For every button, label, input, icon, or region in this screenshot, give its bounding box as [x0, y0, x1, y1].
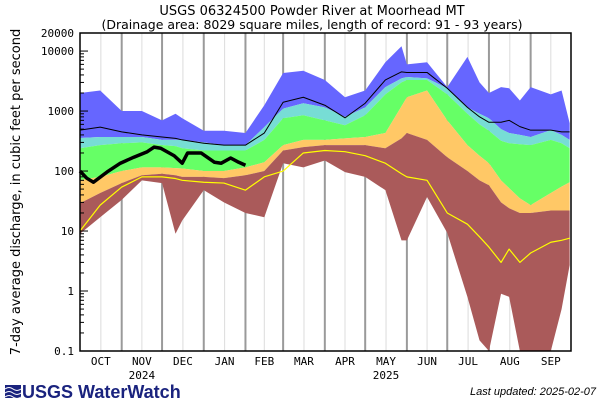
x-tick-label: AUG [500, 355, 520, 368]
y-tick-label: 100 [54, 165, 74, 178]
y-tick-label: 1000 [48, 105, 75, 118]
plot-frame [79, 32, 572, 352]
y-axis: 0.1 1 10 100 1000 10000 20000 [41, 27, 88, 358]
x-tick-label: SEP [541, 355, 561, 368]
chart-title: USGS 06324500 Powder River at Moorhead M… [159, 4, 464, 19]
x-tick-label: JUN [417, 355, 437, 368]
y-axis-label: 7-day average discharge, in cubic feet p… [9, 29, 24, 355]
series-lines [78, 71, 570, 263]
usgs-waterwatch-logo[interactable]: USGS WaterWatch [4, 382, 181, 400]
y-tick-label: 1 [67, 285, 74, 298]
chart-subtitle: (Drainage area: 8029 square miles, lengt… [101, 17, 522, 32]
x-tick-label: JAN [215, 355, 235, 368]
x-tick-label: JUL [458, 355, 478, 368]
x-tick-label: APR [335, 355, 355, 368]
x-tick-label: NOV [132, 355, 152, 368]
y-tick-label: 0.1 [54, 345, 74, 358]
percentile-bands [80, 46, 570, 351]
band-p25-to-p10 [80, 90, 570, 213]
x-year-label: 2025 [373, 369, 400, 382]
x-tick-label: DEC [173, 355, 193, 368]
x-year-label: 2024 [129, 369, 156, 382]
mean-line [79, 71, 570, 146]
x-tick-label: MAY [376, 355, 396, 368]
x-tick-label: FEB [254, 355, 274, 368]
median-line [79, 149, 570, 263]
x-tick-label: OCT [91, 355, 111, 368]
band-p10-to-min [80, 133, 570, 351]
band-max-to-p90 [80, 46, 570, 146]
x-tick-label: MAR [294, 355, 314, 368]
logo-text: USGS WaterWatch [22, 382, 181, 400]
y-tick-label: 20000 [41, 27, 74, 40]
last-updated: Last updated: 2025-02-07 [470, 386, 597, 398]
current-year-line [78, 145, 247, 185]
band-p90-to-p75 [80, 76, 570, 151]
y-tick-label: 10000 [41, 45, 74, 58]
y-tick-label: 10 [61, 225, 74, 238]
band-p75-to-p25 [80, 79, 570, 206]
usgs-wave-icon [4, 385, 22, 399]
